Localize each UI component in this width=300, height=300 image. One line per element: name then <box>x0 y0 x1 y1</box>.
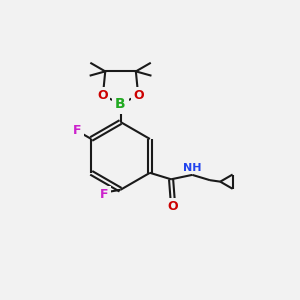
Text: O: O <box>133 89 143 102</box>
Text: O: O <box>167 200 178 213</box>
Text: O: O <box>98 89 108 102</box>
Text: B: B <box>115 97 126 111</box>
Text: F: F <box>73 124 82 137</box>
Text: F: F <box>100 188 109 201</box>
Text: NH: NH <box>183 163 202 172</box>
